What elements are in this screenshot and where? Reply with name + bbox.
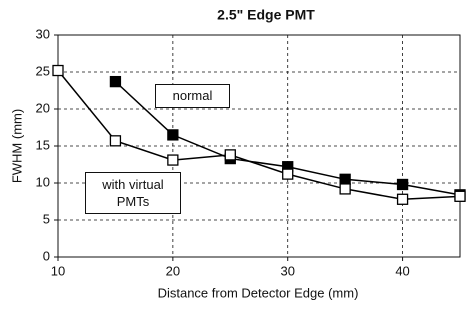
marker	[396, 193, 409, 205]
y-tick-label: 15	[36, 137, 50, 152]
marker	[52, 64, 64, 77]
y-tick-label: 25	[36, 63, 50, 78]
marker	[282, 168, 294, 180]
marker	[396, 178, 409, 191]
x-tick-label: 40	[395, 263, 409, 278]
y-tick-label: 10	[36, 174, 50, 189]
marker	[224, 149, 236, 161]
y-tick-label: 0	[43, 248, 50, 263]
chart-title: 2.5" Edge PMT	[217, 7, 315, 23]
marker	[339, 173, 351, 185]
x-tick-label: 10	[51, 263, 65, 278]
x-tick-label: 20	[166, 263, 180, 278]
legend-label: normal	[155, 84, 230, 108]
legend-label: with virtual PMTs	[85, 172, 181, 214]
marker	[339, 183, 351, 195]
y-tick-label: 5	[43, 211, 50, 226]
x-axis-title: Distance from Detector Edge (mm)	[158, 285, 359, 300]
marker	[167, 129, 179, 141]
series-line	[57, 70, 461, 201]
marker	[109, 135, 122, 147]
marker	[109, 75, 122, 88]
marker	[167, 154, 179, 166]
x-tick-label: 30	[280, 263, 294, 278]
y-tick-label: 20	[36, 100, 50, 115]
y-tick-label: 30	[36, 26, 50, 41]
marker	[454, 190, 466, 202]
y-axis-title: FWHM (mm)	[9, 109, 24, 183]
